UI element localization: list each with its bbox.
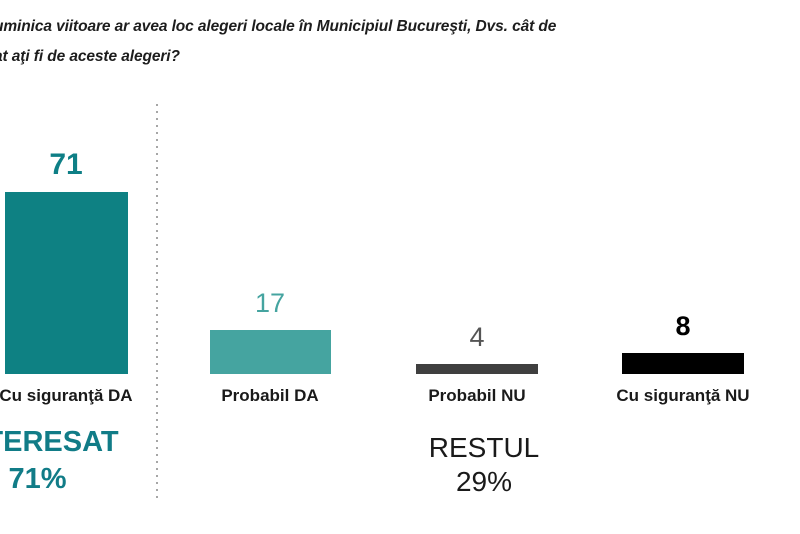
group-summary-restul: RESTUL 29% bbox=[384, 431, 584, 499]
separator-dotted-line bbox=[156, 104, 158, 502]
group-summary-restul-label: RESTUL bbox=[428, 432, 540, 463]
bar-label-probabil-da: Probabil DA bbox=[221, 386, 319, 405]
bar-probabil-da bbox=[210, 330, 331, 374]
survey-question-line1: uminica viitoare ar avea loc alegeri loc… bbox=[0, 18, 557, 35]
bar-cu-siguranta-nu bbox=[622, 353, 744, 374]
bar-label-cu-siguranta-nu: Cu siguranţă NU bbox=[616, 386, 750, 405]
bar-value-cu-siguranta-nu: 8 bbox=[675, 311, 691, 341]
group-summary-interesat-percent: 71% bbox=[8, 463, 67, 495]
group-summary-interesat: INTERESAT 71% bbox=[0, 424, 160, 498]
bar-cu-siguranta-da bbox=[5, 192, 128, 374]
survey-question-line2: at aţi fi de aceste alegeri? bbox=[0, 48, 180, 65]
group-summary-interesat-label: INTERESAT bbox=[0, 426, 119, 458]
group-summary-restul-percent: 29% bbox=[455, 466, 513, 497]
bar-value-probabil-nu: 4 bbox=[469, 322, 485, 352]
bar-label-probabil-nu: Probabil NU bbox=[428, 386, 526, 405]
bar-value-probabil-da: 17 bbox=[254, 288, 286, 318]
bar-probabil-nu bbox=[416, 364, 538, 374]
survey-question: uminica viitoare ar avea loc alegeri loc… bbox=[0, 12, 754, 72]
bar-label-cu-siguranta-da: Cu siguranţă DA bbox=[0, 386, 133, 405]
bar-value-cu-siguranta-da: 71 bbox=[49, 148, 83, 181]
